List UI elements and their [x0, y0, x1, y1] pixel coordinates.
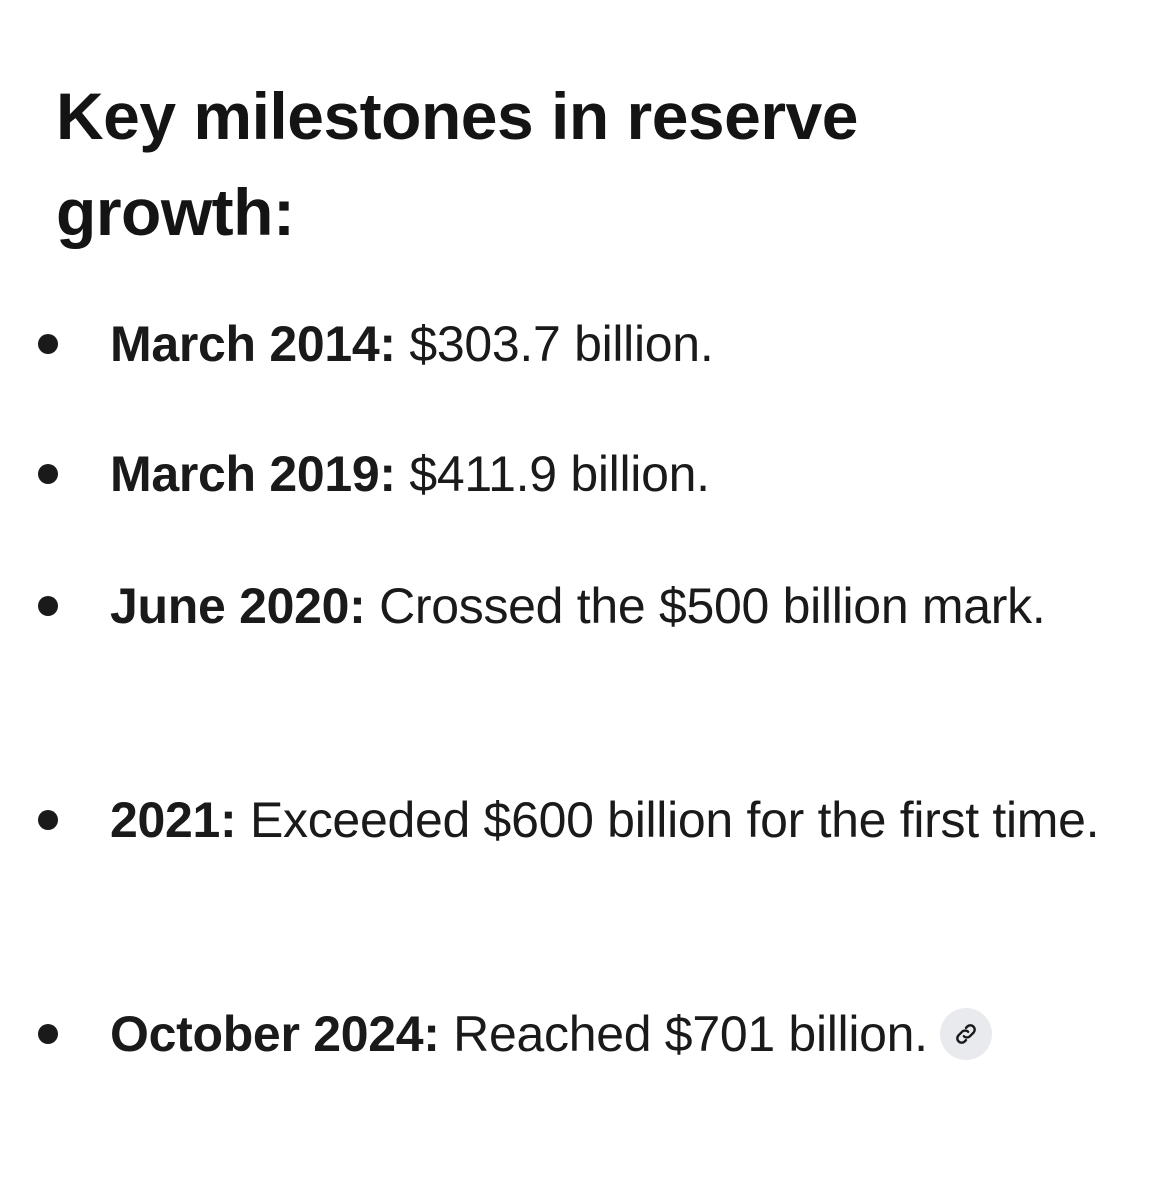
milestone-value: Crossed the $500 billion mark. [365, 578, 1046, 634]
bullet-icon [38, 334, 58, 354]
link-icon [955, 1023, 976, 1044]
milestone-value: Exceeded $600 billion for the first time… [236, 792, 1100, 848]
list-item-text: October 2024: Reached $701 billion. [110, 990, 1100, 1078]
source-link-button[interactable] [939, 1007, 992, 1060]
milestone-value: $411.9 billion. [395, 446, 710, 502]
list-item-text: March 2019: $411.9 billion. [110, 430, 1100, 518]
milestone-value: $303.7 billion. [395, 316, 714, 372]
bullet-icon [38, 810, 58, 830]
milestone-value: Reached $701 billion. [439, 1006, 928, 1062]
bullet-icon [38, 1024, 58, 1044]
milestone-date: 2021: [110, 792, 237, 848]
list-item-text: March 2014: $303.7 billion. [110, 300, 1100, 388]
bullet-icon [38, 464, 58, 484]
list-item-text: 2021: Exceeded $600 billion for the firs… [110, 776, 1100, 864]
milestone-date: June 2020: [110, 578, 366, 634]
bullet-icon [38, 596, 58, 616]
section-heading: Key milestones in reserve growth: [56, 79, 858, 249]
milestone-date: March 2019: [110, 446, 396, 502]
milestone-date: March 2014: [110, 316, 396, 372]
list-item-text: June 2020: Crossed the $500 billion mark… [110, 562, 1100, 650]
milestone-date: October 2024: [110, 1006, 440, 1062]
